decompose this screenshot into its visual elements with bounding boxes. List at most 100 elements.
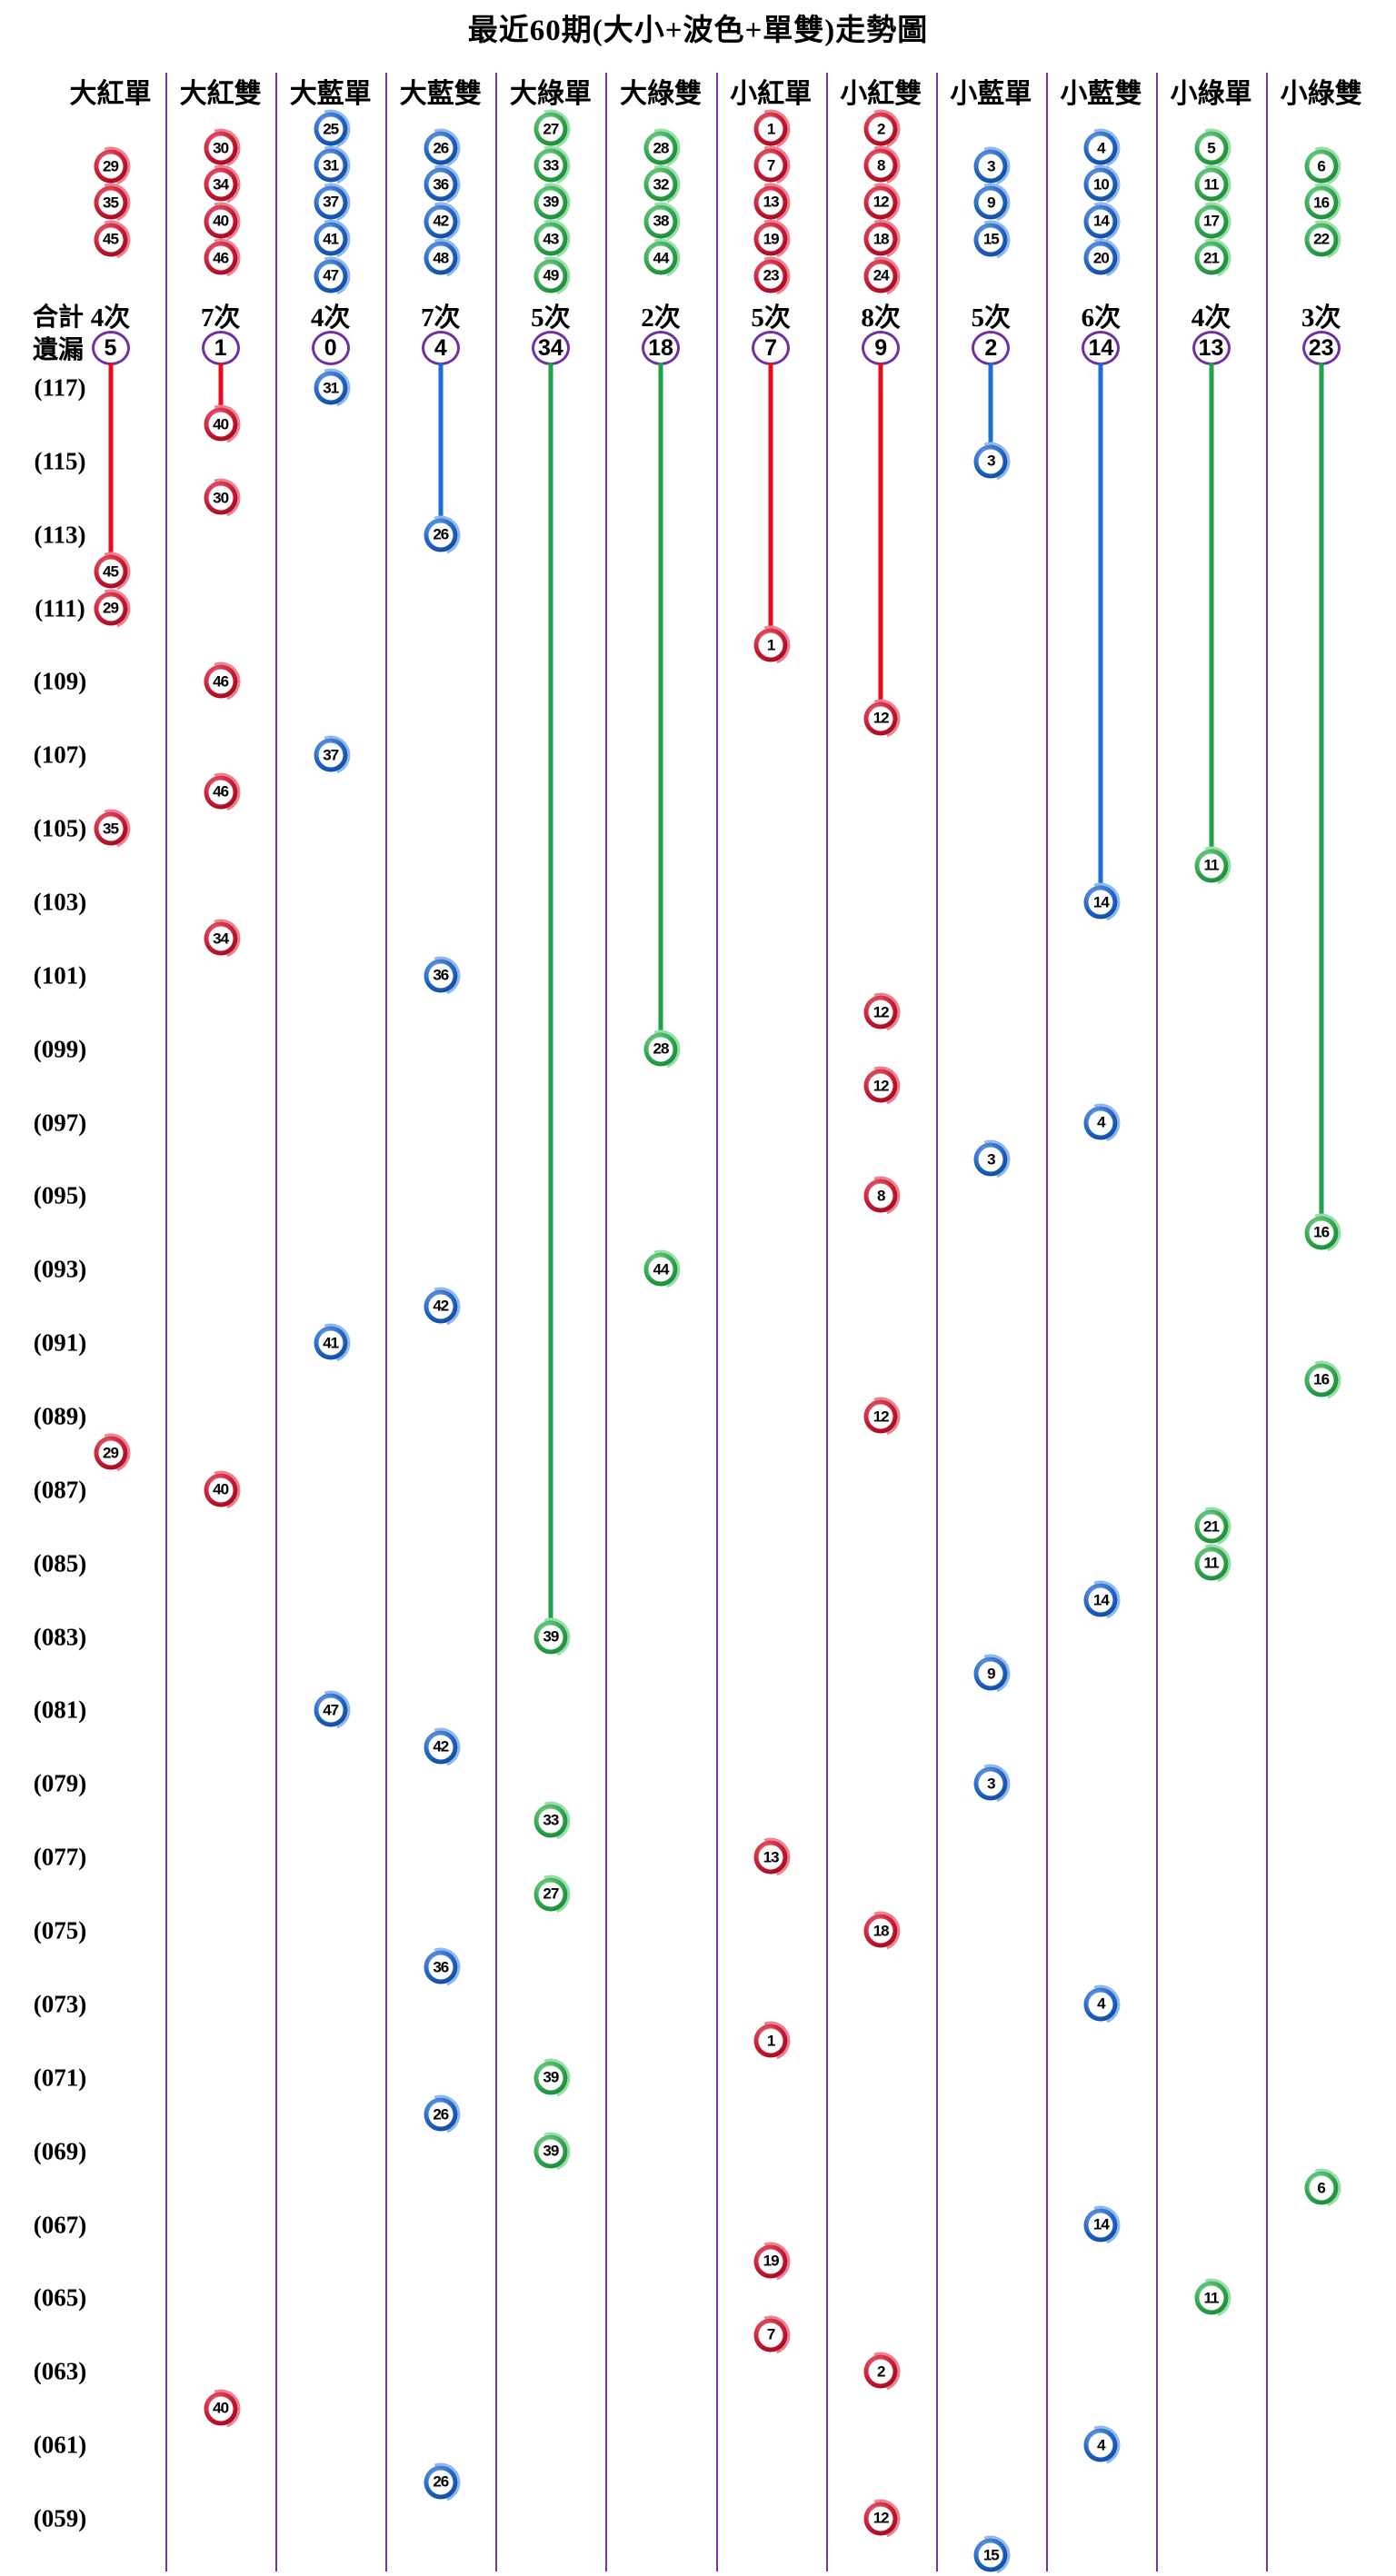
miss-count-circle: 14 (1082, 331, 1121, 365)
legend-ball: 23 (753, 259, 788, 293)
legend-ball: 45 (94, 223, 127, 257)
miss-line (1319, 363, 1324, 1218)
column-separator (1266, 73, 1268, 2571)
trend-ball: 28 (643, 1032, 678, 1067)
legend-ball: 44 (643, 241, 678, 275)
trend-ball: 19 (753, 2244, 788, 2279)
trend-ball: 18 (863, 1914, 898, 1948)
miss-line (988, 363, 993, 447)
trend-ball: 26 (424, 518, 458, 552)
column-separator (495, 73, 498, 2571)
miss-count-circle: 0 (311, 331, 350, 365)
legend-ball: 39 (533, 185, 568, 220)
legend-ball: 30 (204, 131, 238, 165)
column-total: 7次 (200, 303, 241, 333)
miss-line (548, 363, 553, 1623)
legend-ball: 34 (204, 167, 238, 202)
legend-ball: 15 (973, 223, 1008, 257)
trend-ball: 34 (204, 921, 238, 956)
column-total: 4次 (90, 303, 131, 333)
miss-line (1209, 363, 1213, 851)
legend-ball: 16 (1304, 185, 1339, 220)
trend-ball: 35 (94, 811, 127, 846)
column-total: 4次 (1191, 303, 1231, 333)
miss-line (878, 363, 883, 704)
trend-ball: 16 (1304, 1363, 1339, 1397)
miss-count-circle: 18 (642, 331, 680, 365)
legend-ball: 5 (1194, 131, 1228, 165)
trend-ball: 4 (1083, 2428, 1118, 2462)
period-label: (091) (33, 1328, 87, 1357)
column-total: 6次 (1081, 303, 1122, 333)
trend-ball: 12 (863, 1069, 898, 1103)
miss-count-circle: 4 (421, 331, 460, 365)
legend-ball: 47 (314, 259, 348, 293)
trend-ball: 36 (424, 959, 458, 993)
column-separator (1045, 73, 1048, 2571)
trend-ball: 46 (204, 775, 238, 810)
legend-ball: 4 (1083, 131, 1118, 165)
trend-ball: 11 (1194, 1547, 1228, 1581)
trend-ball: 21 (1194, 1509, 1228, 1544)
trend-ball: 46 (204, 664, 238, 699)
legend-ball: 11 (1194, 167, 1228, 202)
column-separator (1155, 73, 1158, 2571)
period-label: (079) (33, 1769, 87, 1797)
period-label: (077) (33, 1843, 87, 1871)
column-total: 5次 (971, 303, 1012, 333)
column-total: 5次 (531, 303, 571, 333)
column-separator (275, 73, 278, 2571)
legend-ball: 17 (1194, 204, 1228, 239)
trend-ball: 14 (1083, 1583, 1118, 1617)
period-label: (071) (33, 2064, 87, 2092)
legend-ball: 41 (314, 222, 348, 256)
miss-count-circle: 9 (862, 331, 901, 365)
legend-ball: 28 (643, 131, 678, 165)
trend-ball: 31 (314, 371, 348, 405)
trend-ball: 12 (863, 2501, 898, 2536)
trend-ball: 6 (1304, 2171, 1339, 2205)
trend-ball: 44 (643, 1252, 678, 1287)
column-total: 4次 (310, 303, 351, 333)
column-total: 5次 (751, 303, 791, 333)
trend-ball: 3 (973, 1766, 1008, 1801)
period-label: (065) (33, 2283, 87, 2312)
trend-ball: 36 (424, 1950, 458, 1984)
period-label: (117) (34, 373, 86, 402)
trend-ball: 11 (1194, 2281, 1228, 2315)
legend-ball: 1 (753, 112, 788, 146)
legend-ball: 22 (1304, 223, 1339, 257)
column-total: 8次 (861, 303, 901, 333)
miss-count-circle: 13 (1192, 331, 1231, 365)
trend-ball: 37 (314, 738, 348, 772)
trend-ball: 13 (753, 1840, 788, 1875)
period-label: (107) (33, 741, 87, 769)
trend-ball: 42 (424, 1289, 458, 1324)
total-row-label: 合計 (32, 303, 85, 332)
period-label: (073) (33, 1990, 87, 2018)
period-label: (111) (35, 594, 85, 622)
period-label: (093) (33, 1255, 87, 1283)
column-separator (385, 73, 388, 2571)
trend-ball: 7 (753, 2318, 788, 2352)
legend-ball: 6 (1304, 149, 1339, 184)
trend-ball: 3 (973, 444, 1008, 479)
trend-ball: 12 (863, 701, 898, 736)
period-label: (105) (33, 814, 87, 842)
period-label: (081) (33, 1696, 87, 1724)
miss-line (108, 363, 113, 558)
column-header: 大藍單 (289, 79, 372, 109)
legend-ball: 8 (863, 148, 898, 183)
legend-ball: 43 (533, 222, 568, 256)
column-header: 小紅單 (730, 79, 813, 109)
period-label: (067) (33, 2211, 87, 2238)
period-label: (069) (33, 2137, 87, 2165)
trend-ball: 40 (204, 1473, 238, 1507)
trend-ball: 2 (863, 2354, 898, 2389)
legend-ball: 25 (314, 112, 348, 146)
trend-ball: 40 (204, 2392, 238, 2426)
trend-ball: 29 (94, 1436, 127, 1470)
period-label: (103) (33, 888, 87, 916)
legend-ball: 3 (973, 149, 1008, 184)
